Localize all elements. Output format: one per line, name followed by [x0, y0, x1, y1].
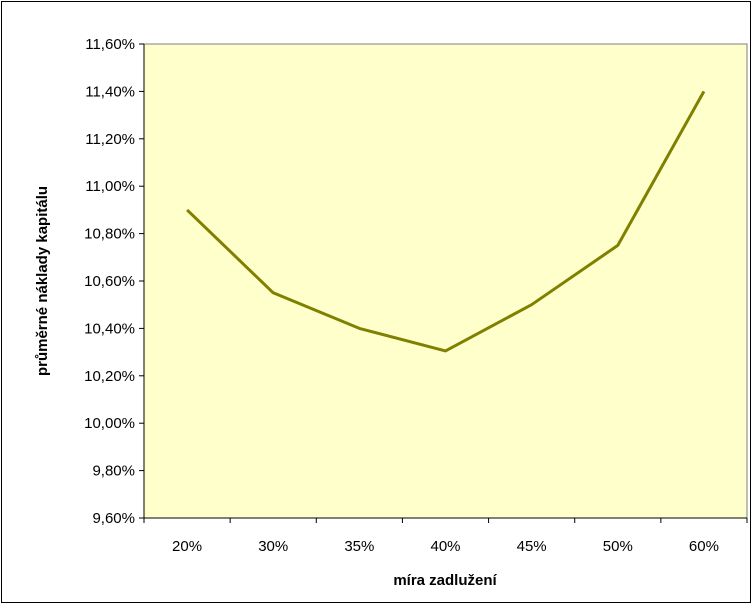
x-tick-label: 45%: [517, 538, 547, 555]
y-tick-label: 9,60%: [92, 510, 135, 527]
y-tick-label: 11,20%: [85, 131, 135, 148]
x-tick-label: 60%: [689, 538, 719, 555]
y-tick-label: 11,60%: [85, 36, 135, 53]
x-axis-title: míra zadlužení: [393, 572, 497, 589]
y-tick-label: 10,60%: [84, 273, 135, 290]
y-tick-label: 10,00%: [84, 415, 135, 432]
x-tick-label: 30%: [258, 538, 288, 555]
x-tick-label: 20%: [172, 538, 202, 555]
x-tick-label: 35%: [344, 538, 374, 555]
y-tick-label: 10,20%: [84, 368, 135, 385]
y-axis-title: průměrné náklady kapitálu: [34, 186, 51, 376]
x-axis: 20% 30% 35% 40% 45% 50% 60%: [143, 517, 748, 555]
x-tick-label: 50%: [603, 538, 633, 555]
y-tick-label: 11,00%: [85, 178, 135, 195]
plot-area: [143, 43, 748, 519]
y-tick-label: 10,40%: [84, 320, 135, 337]
y-axis: 9,60% 9,80% 10,00% 10,20% 10,40% 10,60% 10,80%…: [84, 36, 145, 527]
y-tick-label: 11,40%: [85, 83, 135, 100]
y-tick-label: 10,80%: [84, 226, 135, 243]
x-tick-label: 40%: [430, 538, 460, 555]
series-line: [186, 90, 706, 353]
y-tick-label: 9,80%: [92, 463, 135, 480]
